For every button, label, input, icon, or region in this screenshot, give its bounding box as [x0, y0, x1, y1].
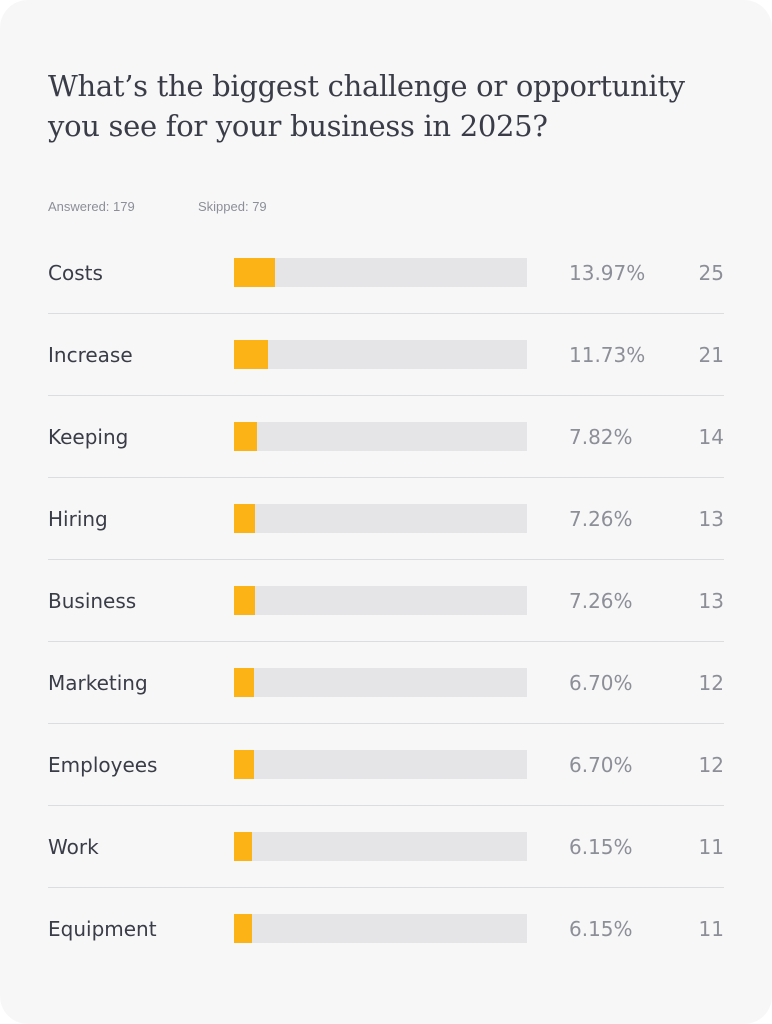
bar [234, 668, 254, 697]
percent-label: 7.26% [569, 589, 633, 613]
percent-label: 6.15% [569, 835, 633, 859]
bar [234, 504, 256, 533]
category-label: Hiring [48, 507, 108, 531]
count-label: 14 [698, 425, 724, 449]
response-row: Costs 13.97% 25 [48, 232, 724, 314]
response-row: Increase 11.73% 21 [48, 314, 724, 396]
response-row: Employees 6.70% 12 [48, 724, 724, 806]
response-row: Hiring 7.26% 13 [48, 478, 724, 560]
question-title: What’s the biggest challenge or opportun… [48, 69, 685, 143]
bar-track [234, 586, 527, 615]
bar [234, 750, 254, 779]
bar-track [234, 750, 527, 779]
response-row: Equipment 6.15% 11 [48, 888, 724, 970]
category-label: Costs [48, 261, 103, 285]
bar-track [234, 832, 527, 861]
bar [234, 586, 256, 615]
bar-track [234, 668, 527, 697]
percent-label: 7.26% [569, 507, 633, 531]
bar [234, 258, 275, 287]
count-label: 25 [698, 261, 724, 285]
response-row: Business 7.26% 13 [48, 560, 724, 642]
count-label: 12 [698, 753, 724, 777]
bar-track [234, 914, 527, 943]
category-label: Business [48, 589, 137, 613]
skipped-count: Skipped: 79 [198, 199, 267, 214]
category-label: Keeping [48, 425, 129, 449]
count-label: 11 [698, 917, 724, 941]
response-row: Work 6.15% 11 [48, 806, 724, 888]
count-label: 12 [698, 671, 724, 695]
bar-track [234, 340, 527, 369]
response-list: Costs 13.97% 25 Increase 11.73% 21 Keeping 7.82… [48, 232, 724, 970]
count-label: 21 [698, 343, 724, 367]
category-label: Marketing [48, 671, 148, 695]
bar-track [234, 504, 527, 533]
category-label: Employees [48, 753, 158, 777]
count-label: 13 [698, 507, 724, 531]
count-label: 11 [698, 835, 724, 859]
answered-count: Answered: 179 [48, 199, 135, 214]
bar [234, 914, 253, 943]
response-row: Keeping 7.82% 14 [48, 396, 724, 478]
category-label: Increase [48, 343, 133, 367]
bar [234, 340, 269, 369]
bar-track [234, 422, 527, 451]
percent-label: 13.97% [569, 261, 646, 285]
percent-label: 6.70% [569, 753, 633, 777]
category-label: Equipment [48, 917, 157, 941]
percent-label: 6.15% [569, 917, 633, 941]
bar [234, 832, 253, 861]
bar-track [234, 258, 527, 287]
percent-label: 7.82% [569, 425, 633, 449]
response-row: Marketing 6.70% 12 [48, 642, 724, 724]
percent-label: 6.70% [569, 671, 633, 695]
percent-label: 11.73% [569, 343, 646, 367]
category-label: Work [48, 835, 99, 859]
bar [234, 422, 257, 451]
count-label: 13 [698, 589, 724, 613]
